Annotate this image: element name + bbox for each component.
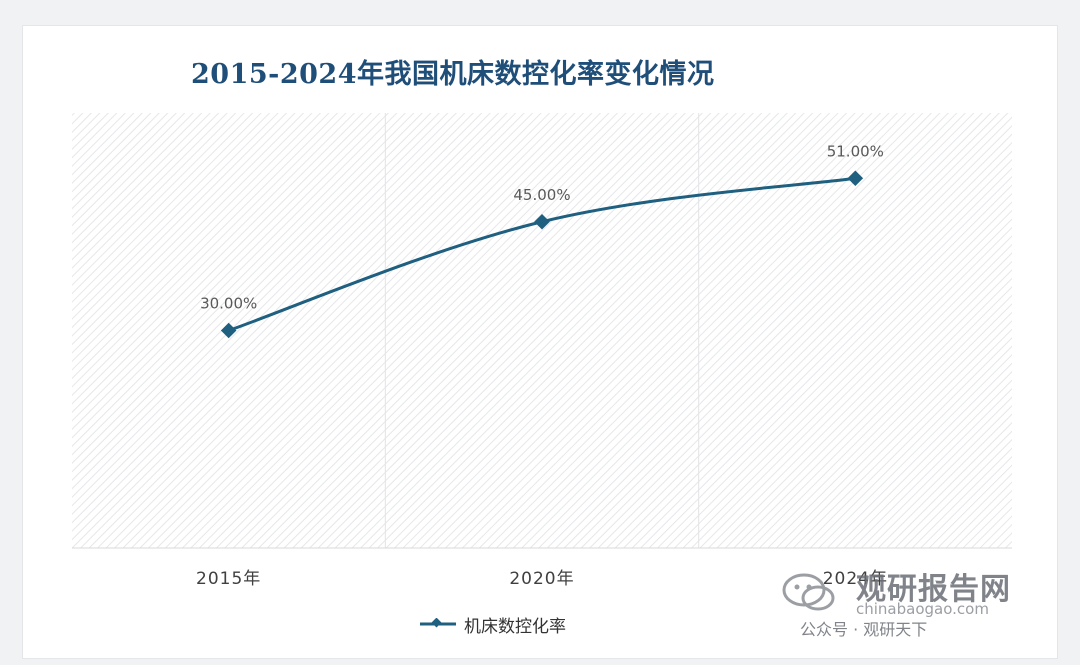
data-point-marker	[220, 322, 237, 339]
legend-series-label: 机床数控化率	[464, 616, 566, 637]
watermark-brand: 观研报告网	[856, 572, 1011, 607]
watermark: 观研报告网 chinabaogao.com 公众号 · 观研天下	[760, 560, 1060, 640]
category-dividers	[384, 113, 700, 548]
legend-series-marker	[420, 618, 456, 628]
data-label: 51.00%	[827, 142, 884, 160]
x-tick-label: 2024年	[823, 569, 888, 589]
wechat-logo-icon	[782, 573, 835, 611]
chart-title: 2015-2024年我国机床数控化率变化情况	[191, 59, 715, 90]
data-label: 45.00%	[513, 186, 570, 204]
watermark-account: 公众号 · 观研天下	[800, 620, 928, 639]
data-point-marker	[847, 170, 864, 187]
x-tick-label: 2015年	[196, 569, 261, 589]
data-label: 30.00%	[200, 295, 257, 313]
x-tick-label: 2020年	[509, 569, 574, 589]
watermark-url: chinabaogao.com	[856, 600, 989, 618]
data-point-marker	[534, 213, 550, 230]
legend: 机床数控化率	[418, 612, 566, 637]
plot-area	[72, 113, 1012, 548]
